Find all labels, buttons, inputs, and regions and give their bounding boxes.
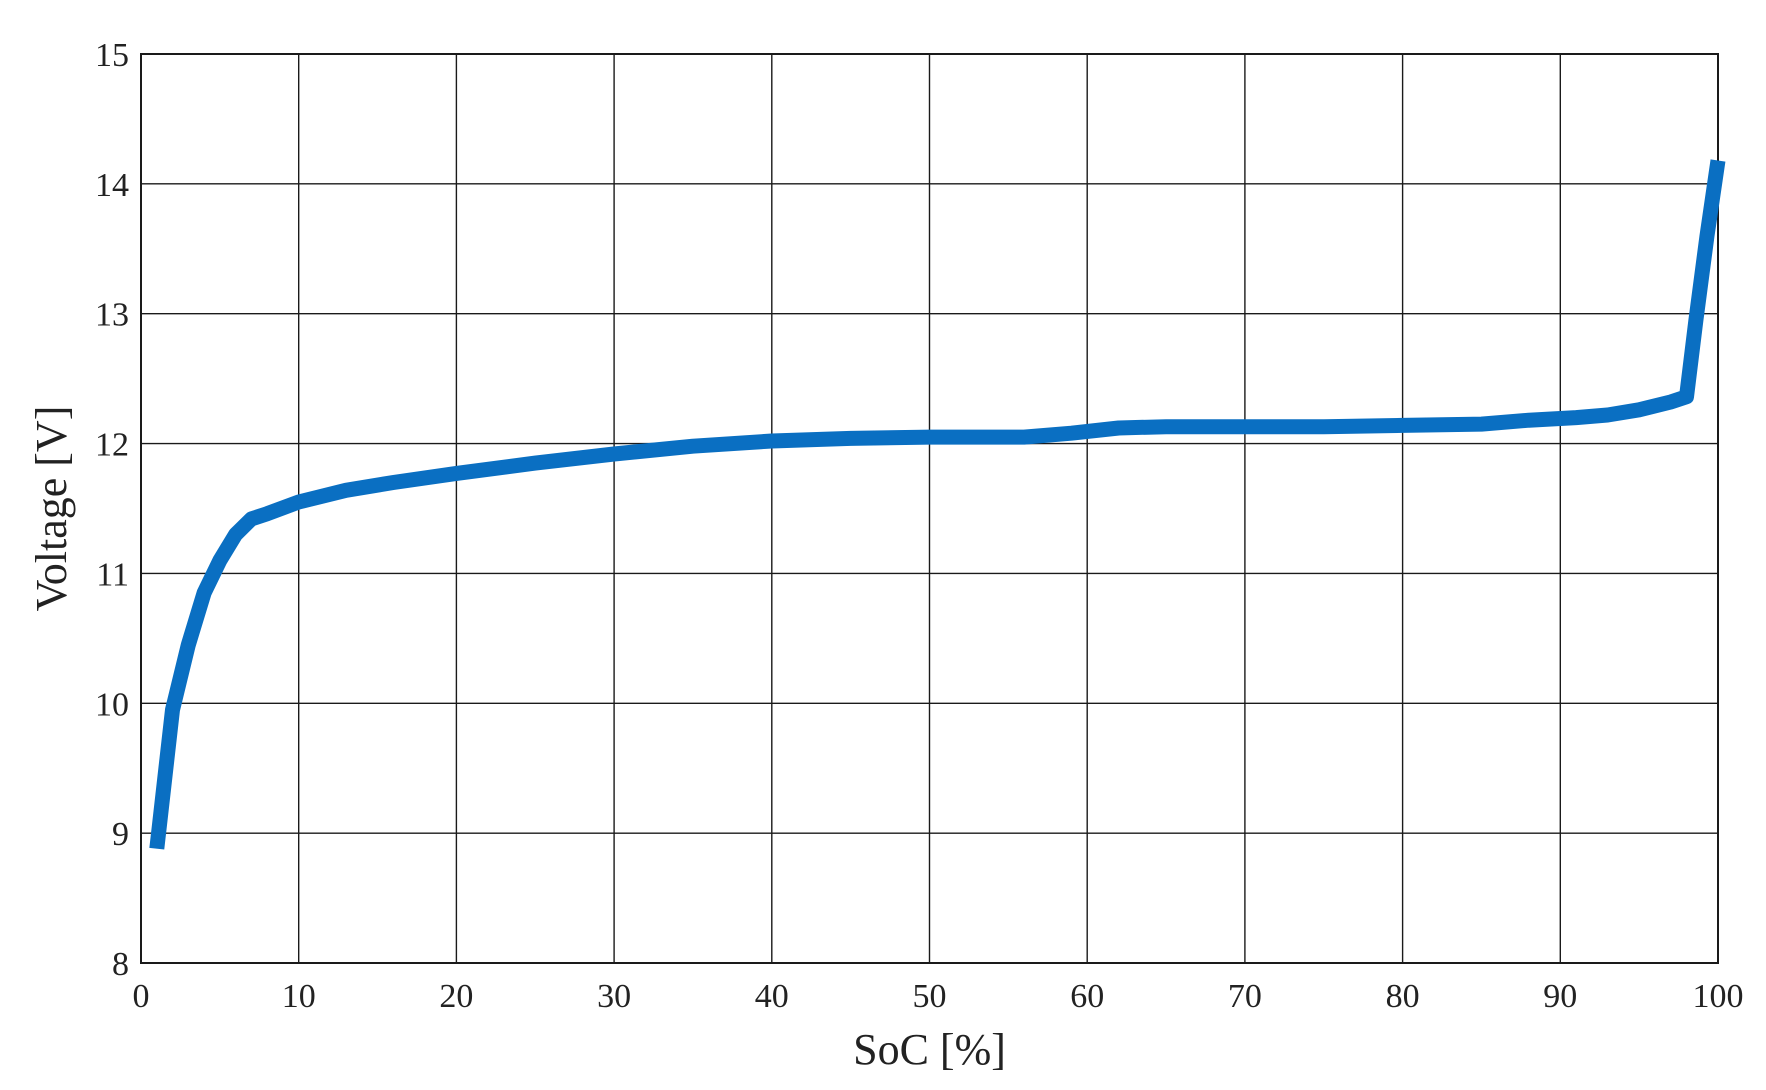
x-axis-label: SoC [%] [853, 1025, 1006, 1074]
y-tick-label: 14 [95, 167, 129, 204]
x-tick-label: 30 [597, 978, 631, 1015]
grid [140, 53, 1719, 964]
y-tick-label: 8 [112, 946, 129, 983]
y-tick-label: 10 [95, 686, 129, 723]
y-tick-label: 11 [96, 556, 129, 593]
x-tick-label: 0 [133, 978, 150, 1015]
y-tick-label: 9 [112, 816, 129, 853]
x-tick-label: 60 [1070, 978, 1104, 1015]
y-tick-label: 12 [95, 427, 129, 464]
y-axis-label: Voltage [V] [27, 406, 76, 612]
series-line-0 [149, 159, 1726, 850]
plot-frame [140, 53, 1719, 964]
x-tick-label: 80 [1386, 978, 1420, 1015]
x-tick-label: 70 [1228, 978, 1262, 1015]
x-tick-label: 20 [439, 978, 473, 1015]
y-tick-label: 15 [95, 37, 129, 74]
x-tick-label: 50 [913, 978, 947, 1015]
x-tick-label: 90 [1543, 978, 1577, 1015]
x-tick-label: 40 [755, 978, 789, 1015]
series-group [149, 159, 1726, 850]
x-axis-ticks: 0 10 20 30 40 50 60 70 80 90 100 [133, 978, 1744, 1015]
x-tick-label: 10 [282, 978, 316, 1015]
x-tick-label: 100 [1693, 978, 1744, 1015]
y-tick-label: 13 [95, 297, 129, 334]
y-axis-ticks: 8 9 10 11 12 13 14 15 [95, 37, 129, 983]
